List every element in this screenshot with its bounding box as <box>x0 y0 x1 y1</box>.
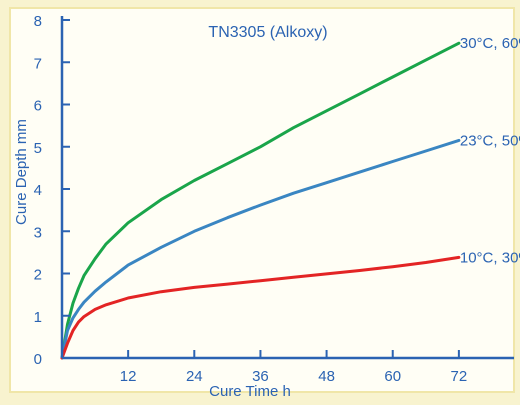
y-tick-label: 5 <box>34 140 42 157</box>
y-tick-label: 4 <box>34 182 42 199</box>
y-tick-label: 1 <box>34 309 42 326</box>
y-tick-label: 7 <box>34 55 42 72</box>
plot-area <box>9 7 515 393</box>
x-tick-label: 60 <box>384 368 401 385</box>
series-label-2: 10°C, 30%RH <box>460 249 520 266</box>
series-label-1: 23°C, 50%RH <box>460 132 520 149</box>
series-label-0: 30°C, 60%RH <box>460 35 520 52</box>
series-line-0 <box>60 41 461 360</box>
series-line-1 <box>60 138 461 360</box>
x-tick-label: 12 <box>120 368 137 385</box>
y-tick-label: 8 <box>34 13 42 30</box>
y-tick-label: 6 <box>34 98 42 115</box>
y-tick-label: 3 <box>34 224 42 241</box>
y-tick-label: 0 <box>34 351 42 368</box>
x-tick-label: 48 <box>318 368 335 385</box>
y-tick-label: 2 <box>34 267 42 284</box>
chart-title: TN3305 (Alkoxy) <box>208 24 327 41</box>
y-axis-label: Cure Depth mm <box>13 119 30 225</box>
x-tick-label: 36 <box>252 368 269 385</box>
x-tick-label: 72 <box>451 368 468 385</box>
x-tick-label: 24 <box>186 368 203 385</box>
series-layer: 30°C, 60%RH 23°C, 50%RH 10°C, 30%RH <box>60 35 520 360</box>
series-line-2 <box>60 255 461 360</box>
x-axis-label: Cure Time h <box>209 383 291 400</box>
